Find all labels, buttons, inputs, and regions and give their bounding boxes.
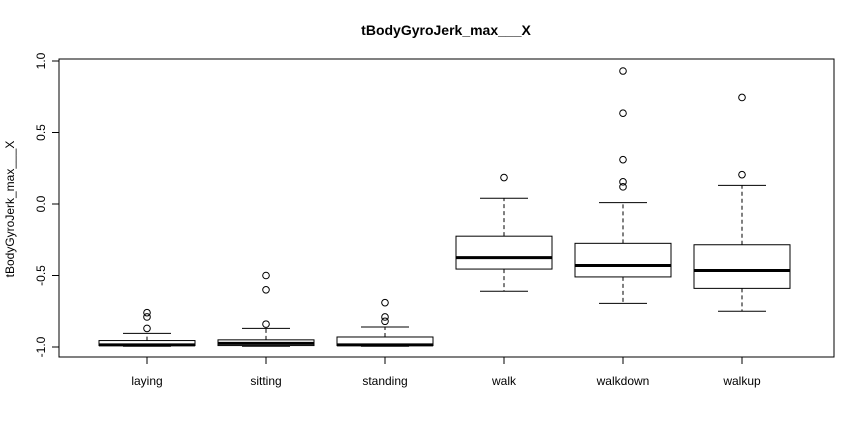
chart-title: tBodyGyroJerk_max___X — [361, 22, 531, 38]
outlier-point — [619, 67, 627, 75]
x-tick-label: laying — [131, 374, 162, 388]
outlier-point — [619, 155, 627, 164]
outlier-point — [738, 170, 746, 179]
plot-frame — [58, 58, 835, 358]
x-tick-label: walkup — [722, 374, 761, 388]
outlier-point — [262, 320, 270, 328]
outlier-point — [381, 313, 389, 321]
outlier-point — [500, 173, 508, 182]
outlier-point — [143, 324, 151, 333]
box-walkup — [693, 244, 791, 289]
outlier-point — [619, 183, 627, 191]
outlier-point — [738, 93, 746, 102]
y-tick-label: -1.0 — [34, 336, 48, 357]
outlier-point — [143, 308, 151, 317]
outlier-point — [619, 178, 627, 186]
outlier-point — [143, 313, 151, 321]
y-tick-label: 1.0 — [34, 52, 48, 69]
plot-area: -1.0 -0.5 0.0 0.5 1.0 laying sitting standing wa… — [34, 52, 835, 388]
outlier-point — [619, 109, 627, 117]
outlier-point — [381, 298, 389, 307]
box-walk — [455, 235, 553, 270]
x-tick-label: walkdown — [596, 374, 650, 388]
outlier-point — [262, 286, 270, 294]
y-tick-label: 0.0 — [34, 195, 48, 212]
y-tick-label: -0.5 — [34, 265, 48, 286]
outlier-point — [262, 271, 270, 280]
outlier-point — [381, 317, 389, 326]
x-tick-label: walk — [491, 374, 517, 388]
x-tick-label: standing — [362, 374, 407, 388]
y-tick-label: 0.5 — [34, 124, 48, 141]
y-axis-label: tBodyGyroJerk_max___X — [3, 141, 17, 278]
x-tick-label: sitting — [250, 374, 281, 388]
box-walkdown — [574, 242, 672, 278]
